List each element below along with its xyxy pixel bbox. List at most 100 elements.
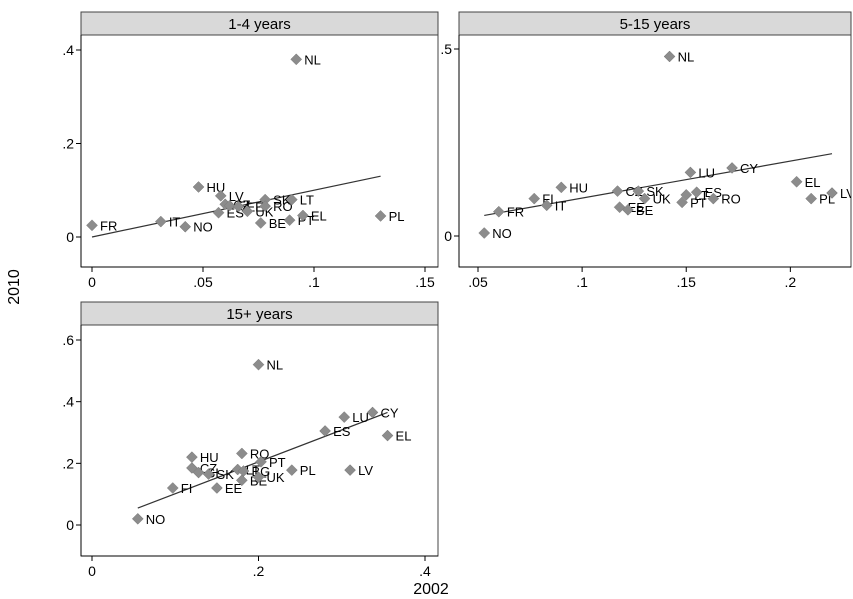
point-label-fr: FR xyxy=(507,205,524,220)
x-tick-label: .05 xyxy=(193,274,213,290)
point-label-el: EL xyxy=(396,429,412,444)
point-no xyxy=(131,512,144,525)
point-be xyxy=(254,217,267,229)
point-label-uk: UK xyxy=(255,204,273,219)
panel-15-years: 15+ years0.2.40.2.4.6NLNOFIEEHUCZSISKLTB… xyxy=(62,301,439,579)
x-tick-label: .2 xyxy=(253,563,265,579)
x-tick-label: .4 xyxy=(419,563,431,579)
point-label-el: EL xyxy=(311,208,327,223)
point-label-uk: UK xyxy=(267,470,285,485)
point-label-lu: LU xyxy=(352,410,369,425)
x-tick-label: .15 xyxy=(415,274,435,290)
point-fi xyxy=(166,482,179,494)
point-si xyxy=(192,466,205,479)
point-label-no: NO xyxy=(146,512,166,527)
point-label-pt: PT xyxy=(690,195,707,210)
point-fi xyxy=(223,199,236,212)
plot-marks: NLFRITNOHULVESCZFIEESKUKROBELTPTELPL xyxy=(86,52,405,238)
point-uk xyxy=(241,205,254,218)
x-tick-label: .2 xyxy=(785,274,797,290)
point-label-es: ES xyxy=(705,185,723,200)
x-tick-label: .1 xyxy=(308,274,320,290)
point-el xyxy=(381,429,394,442)
point-be xyxy=(235,474,248,487)
point-pl xyxy=(285,464,298,476)
panel-5-15-years: 5-15 years.05.1.15.20.5NLNOFRFIITHUCZSKE… xyxy=(440,11,853,290)
point-label-ro: RO xyxy=(721,192,741,207)
point-cy xyxy=(366,406,379,419)
point-lu xyxy=(338,411,351,423)
point-nl xyxy=(252,358,265,371)
y-tick-label: 0 xyxy=(66,517,74,533)
point-pl xyxy=(805,192,818,205)
point-no xyxy=(179,220,192,233)
y-axis-title: 2010 xyxy=(6,269,23,305)
point-lv xyxy=(826,187,838,199)
point-label-el: EL xyxy=(805,175,821,190)
point-label-hu: HU xyxy=(200,450,219,465)
point-label-pl: PL xyxy=(389,209,405,224)
plot-frame xyxy=(458,34,852,268)
point-label-lt: LT xyxy=(300,193,314,208)
point-no xyxy=(478,227,491,239)
point-label-sk: SK xyxy=(217,467,235,482)
point-label-ee: EE xyxy=(225,481,243,496)
point-label-nl: NL xyxy=(678,49,695,64)
point-label-be: BE xyxy=(269,216,287,231)
point-label-it: IT xyxy=(555,198,567,213)
plot-marks: NLNOFRFIITHUCZSKEEBEUKLULTESPTROCYELPLLV xyxy=(478,49,853,241)
point-label-es: ES xyxy=(333,424,351,439)
point-uk xyxy=(252,471,265,484)
y-tick-label: .5 xyxy=(440,41,452,57)
point-el xyxy=(790,175,803,188)
point-uk xyxy=(638,192,651,205)
point-pl xyxy=(374,210,387,222)
point-label-fi: FI xyxy=(181,481,193,496)
point-label-sk: SK xyxy=(273,193,291,208)
point-pt xyxy=(676,196,688,209)
point-label-uk: UK xyxy=(653,192,671,207)
point-cz xyxy=(611,185,624,197)
panel-title: 15+ years xyxy=(226,306,292,323)
point-hu xyxy=(192,181,205,193)
y-tick-label: .4 xyxy=(62,394,74,410)
point-label-lu: LU xyxy=(698,165,715,180)
plot-frame xyxy=(80,34,439,268)
point-it xyxy=(154,215,167,228)
x-tick-label: .15 xyxy=(677,274,697,290)
x-tick-label: .05 xyxy=(468,274,488,290)
y-tick-label: .2 xyxy=(62,455,74,471)
point-es xyxy=(319,425,331,437)
x-tick-label: 0 xyxy=(88,274,96,290)
point-label-sk: SK xyxy=(646,184,664,199)
point-pt xyxy=(283,214,296,227)
point-label-cy: CY xyxy=(381,405,399,420)
point-label-pt: PT xyxy=(269,455,286,470)
point-label-no: NO xyxy=(193,220,213,235)
point-label-no: NO xyxy=(492,226,512,241)
point-lt xyxy=(285,193,298,206)
point-label-lv: LV xyxy=(229,189,244,204)
point-label-nl: NL xyxy=(267,358,284,373)
point-label-fi: FI xyxy=(542,192,554,207)
point-label-lv: LV xyxy=(840,186,853,201)
point-label-be: BE xyxy=(636,203,654,218)
panel-1-4-years: 1-4 years0.05.1.150.2.4NLFRITNOHULVESCZF… xyxy=(62,11,439,290)
point-nl xyxy=(290,53,303,66)
panel-title: 5-15 years xyxy=(620,16,691,33)
point-lu xyxy=(684,166,697,179)
point-be xyxy=(622,203,634,216)
y-tick-label: 0 xyxy=(66,229,74,245)
point-label-cy: CY xyxy=(740,161,758,176)
plot-marks: NLNOFIEEHUCZSISKLTBGROPTBEUKPLESLUCYELLV xyxy=(131,358,412,527)
y-tick-label: .4 xyxy=(62,42,74,58)
point-ro xyxy=(259,200,272,212)
point-fr xyxy=(492,205,505,218)
point-hu xyxy=(555,181,568,194)
point-ro xyxy=(707,192,720,205)
point-ro xyxy=(235,447,248,460)
y-tick-label: .6 xyxy=(62,332,74,348)
point-ee xyxy=(211,482,223,494)
point-el xyxy=(297,209,309,222)
point-sk xyxy=(632,185,645,197)
